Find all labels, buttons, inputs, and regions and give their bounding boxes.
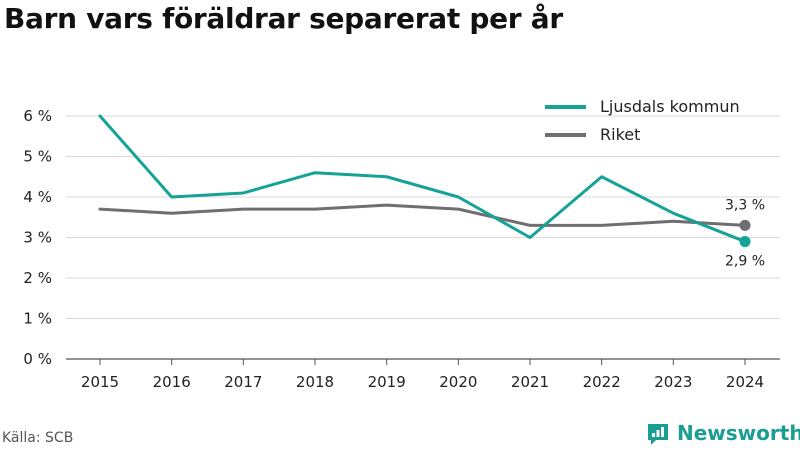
legend: Ljusdals kommun Riket bbox=[545, 97, 740, 144]
end-value-label: 2,9 % bbox=[725, 254, 765, 270]
x-tick-label: 2015 bbox=[81, 373, 119, 391]
series-line-ljusdals-kommun bbox=[98, 114, 747, 244]
x-tick-label: 2018 bbox=[296, 373, 334, 391]
brand-logo: Newsworthy bbox=[645, 420, 800, 446]
x-tick-label: 2017 bbox=[224, 373, 262, 391]
y-tick-label: 6 % bbox=[23, 107, 52, 125]
x-axis: 2015 2016 2017 2018 2019 2020 2021 2022 2023 2024 bbox=[81, 359, 764, 391]
y-axis: 0 % 1 % 2 % 3 % 4 % 5 % 6 % bbox=[23, 107, 52, 368]
y-tick-label: 1 % bbox=[23, 310, 52, 328]
x-tick-label: 2021 bbox=[511, 373, 549, 391]
x-tick-label: 2023 bbox=[654, 373, 692, 391]
series-lines: 2,9 % 3,3 % bbox=[98, 114, 765, 270]
brand-name: Newsworthy bbox=[677, 421, 800, 445]
y-tick-label: 2 % bbox=[23, 269, 52, 287]
x-tick-label: 2022 bbox=[583, 373, 621, 391]
end-point-marker bbox=[739, 236, 751, 248]
end-value-label: 3,3 % bbox=[725, 197, 765, 213]
newsworthy-logo-icon bbox=[648, 424, 668, 445]
legend-label: Riket bbox=[600, 125, 640, 144]
gridlines bbox=[66, 115, 780, 360]
legend-label: Ljusdals kommun bbox=[600, 97, 740, 116]
y-tick-label: 4 % bbox=[23, 188, 52, 206]
x-tick-label: 2024 bbox=[726, 373, 764, 391]
chart-title: Barn vars föräldrar separerat per år bbox=[4, 2, 563, 35]
end-point-marker bbox=[739, 219, 751, 231]
x-tick-label: 2020 bbox=[439, 373, 477, 391]
x-tick-label: 2016 bbox=[153, 373, 191, 391]
y-tick-label: 3 % bbox=[23, 229, 52, 247]
x-tick-label: 2019 bbox=[368, 373, 406, 391]
y-tick-label: 0 % bbox=[23, 350, 52, 368]
y-tick-label: 5 % bbox=[23, 148, 52, 166]
series-line-riket bbox=[98, 203, 747, 227]
source-label: Källa: SCB bbox=[2, 430, 74, 446]
